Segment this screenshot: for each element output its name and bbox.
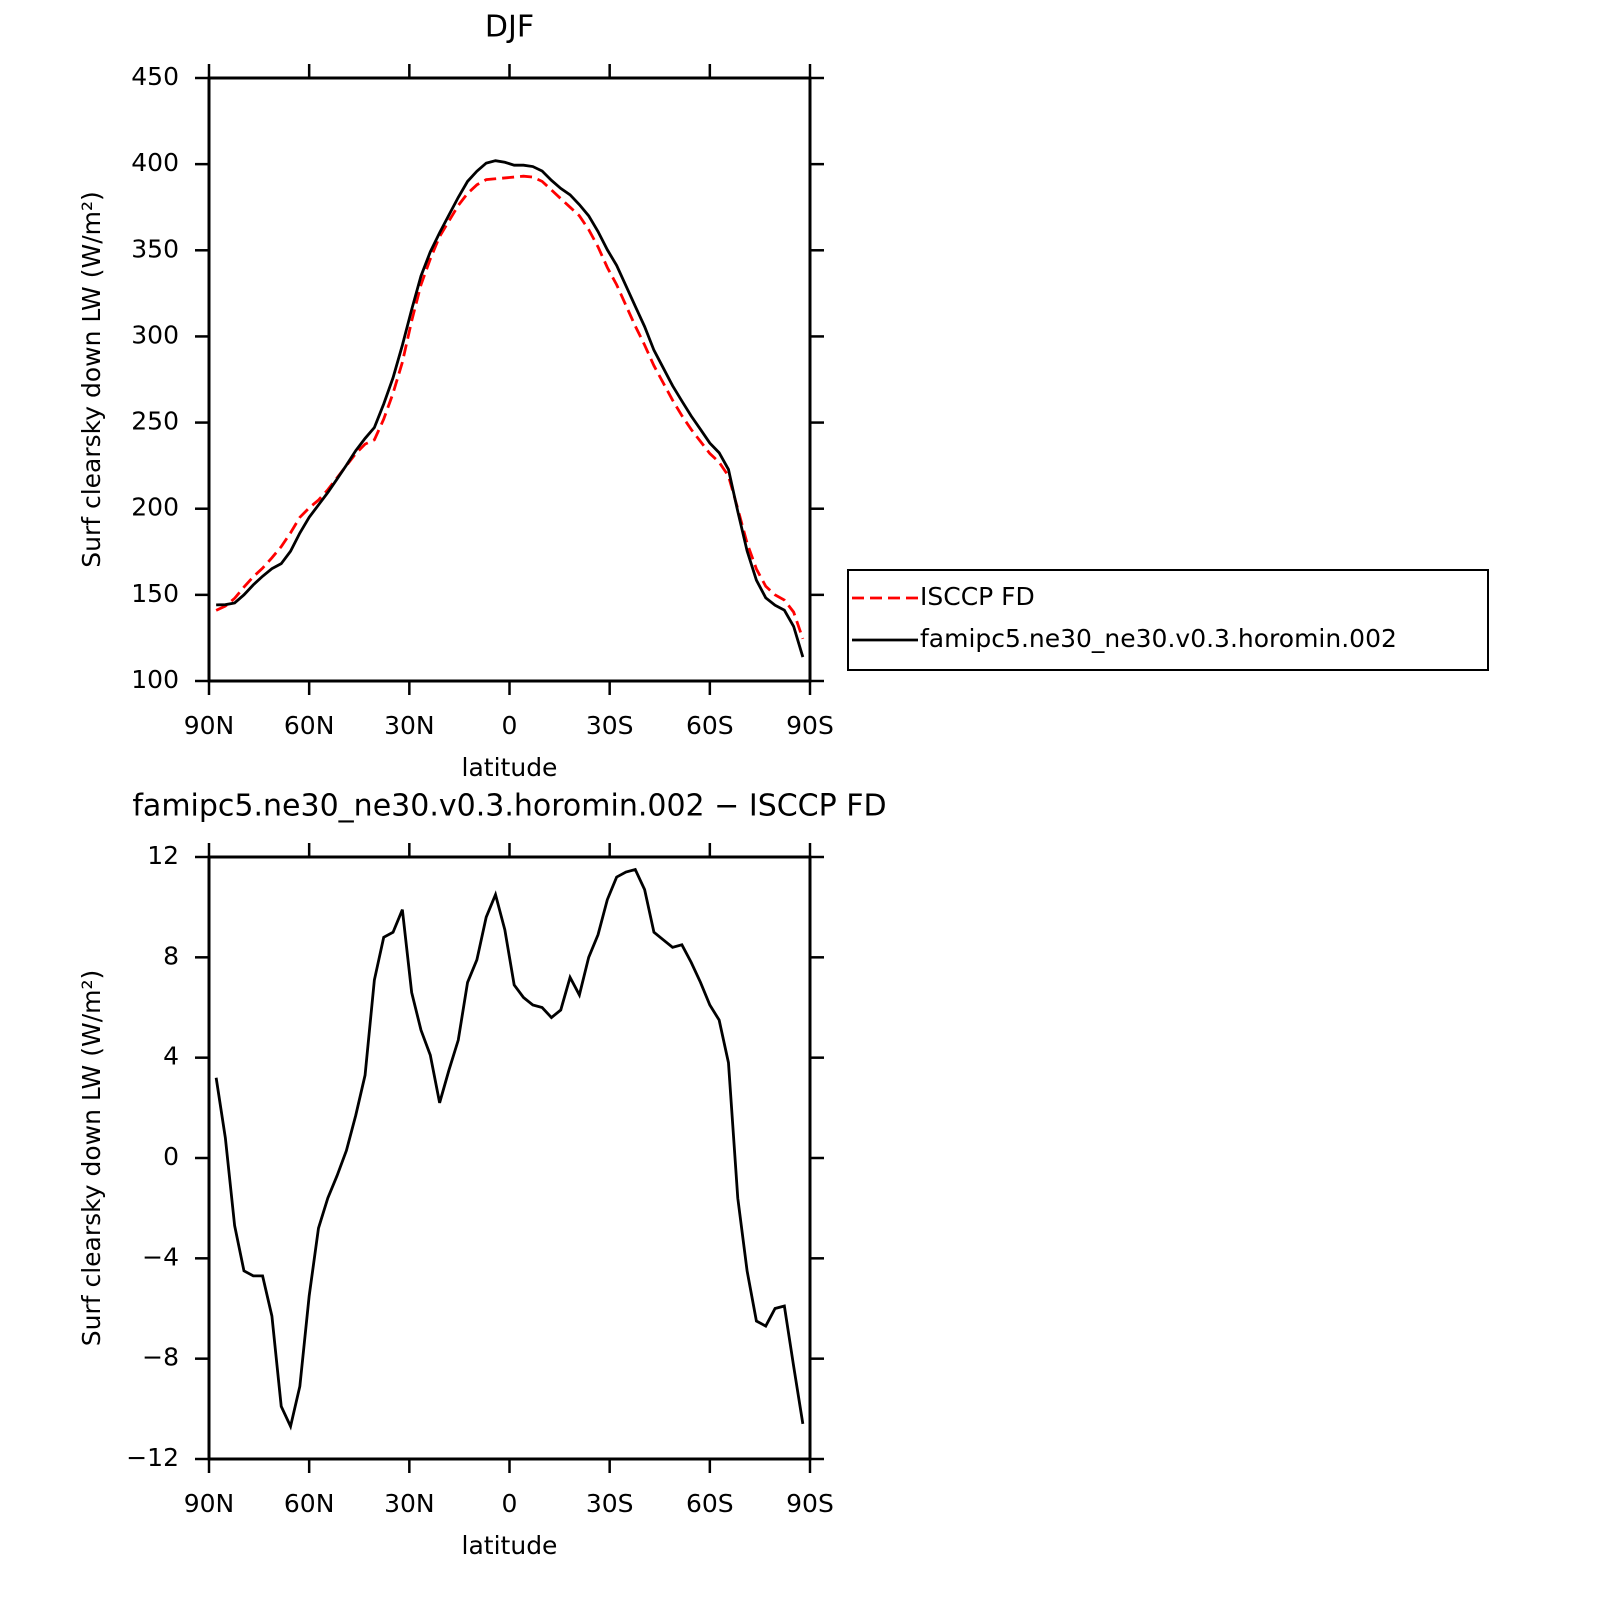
plot-frame (207, 76, 812, 683)
y-tick-label: 300 (131, 320, 179, 349)
x-tick-label: 30S (586, 1489, 634, 1518)
x-tick-label: 90S (786, 1489, 834, 1518)
y-tick-label: 250 (131, 407, 179, 436)
legend-box (847, 569, 1489, 671)
data-line (215, 174, 805, 640)
x-tick-label: 60S (686, 1489, 734, 1518)
y-tick-label: 400 (131, 148, 179, 177)
y-tick-label: 8 (163, 941, 179, 970)
legend-label: famipc5.ne30_ne30.v0.3.horomin.002 (920, 624, 1397, 653)
y-axis-label: Surf clearsky down LW (W/m²) (77, 191, 106, 568)
legend-label: ISCCP FD (920, 582, 1035, 611)
x-axis-label: latitude (462, 753, 558, 782)
chart-title: DJF (485, 10, 534, 45)
x-tick-label: 60N (284, 1489, 335, 1518)
y-tick-label: 0 (163, 1142, 179, 1171)
x-tick-label: 30S (586, 711, 634, 740)
data-line (214, 867, 805, 1431)
x-tick-label: 90N (184, 1489, 235, 1518)
x-tick-label: 0 (502, 711, 518, 740)
x-tick-label: 60N (284, 711, 335, 740)
data-line (216, 159, 805, 658)
y-tick-label: 100 (131, 665, 179, 694)
y-tick-label: 350 (131, 234, 179, 263)
y-tick-label: 4 (163, 1042, 179, 1071)
x-axis-label: latitude (462, 1531, 558, 1560)
chart-title: famipc5.ne30_ne30.v0.3.horomin.002 − ISC… (132, 789, 886, 824)
y-tick-label: 150 (131, 579, 179, 608)
y-tick-label: 12 (147, 841, 179, 870)
x-tick-label: 90S (786, 711, 834, 740)
x-tick-label: 0 (502, 1489, 518, 1518)
y-tick-label: −8 (142, 1343, 179, 1372)
y-tick-label: −12 (126, 1443, 179, 1472)
x-tick-label: 60S (686, 711, 734, 740)
x-tick-label: 90N (184, 711, 235, 740)
y-axis-label: Surf clearsky down LW (W/m²) (77, 970, 106, 1347)
y-tick-label: 450 (131, 62, 179, 91)
y-tick-label: 200 (131, 493, 179, 522)
y-tick-label: −4 (142, 1242, 179, 1271)
x-tick-label: 30N (384, 1489, 435, 1518)
x-tick-label: 30N (384, 711, 435, 740)
plot-frame (207, 855, 812, 1461)
